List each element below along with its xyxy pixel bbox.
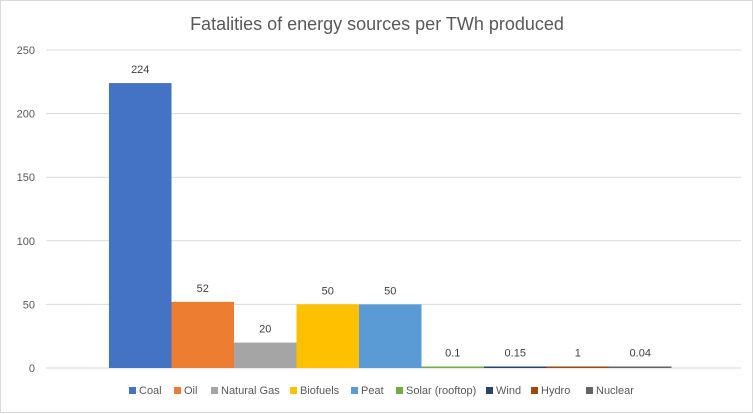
data-label: 1: [575, 348, 581, 360]
bar-coal: [109, 83, 172, 369]
y-tick-label: 250: [17, 45, 35, 57]
y-tick-label: 0: [29, 363, 35, 375]
legend-item: Wind: [486, 385, 521, 397]
bar-oil: [171, 301, 234, 368]
legend-label: Peat: [361, 385, 384, 397]
legend-item: Nuclear: [586, 385, 634, 397]
legend-label: Coal: [139, 385, 162, 397]
data-label: 0.04: [630, 348, 651, 360]
bar-nuclear: [609, 366, 672, 368]
legend-swatch: [174, 387, 181, 394]
data-label: 0.1: [445, 348, 460, 360]
legend-item: Coal: [129, 385, 162, 397]
y-tick-label: 200: [17, 109, 35, 121]
legend-swatch: [211, 387, 218, 394]
legend-label: Natural Gas: [221, 385, 280, 397]
y-tick-label: 100: [17, 236, 35, 248]
legend-swatch: [586, 387, 593, 394]
legend-swatch: [486, 387, 493, 394]
bar-hydro: [546, 366, 609, 368]
legend-swatch: [290, 387, 297, 394]
bar-biofuels: [296, 304, 359, 368]
data-label: 52: [197, 283, 209, 295]
bar-wind: [484, 366, 547, 368]
legend-swatch: [396, 387, 403, 394]
legend-label: Nuclear: [596, 385, 634, 397]
legend-label: Oil: [184, 385, 197, 397]
chart-title: Fatalities of energy sources per TWh pro…: [190, 14, 564, 34]
bar-peat: [359, 304, 422, 368]
data-labels: 224 52 20 50 50 0.1 0.15 1 0.04: [131, 64, 651, 359]
legend: Coal Oil Natural Gas Biofuels Peat Solar (roo…: [129, 385, 634, 397]
legend-item: Natural Gas: [211, 385, 280, 397]
legend-label: Biofuels: [300, 385, 340, 397]
bars: [109, 83, 672, 369]
data-label: 224: [131, 64, 149, 76]
data-label: 20: [259, 324, 271, 336]
data-label: 50: [384, 285, 396, 297]
y-axis: 0 50 100 150 200 250: [17, 45, 35, 375]
legend-item: Peat: [351, 385, 384, 397]
legend-item: Oil: [174, 385, 197, 397]
y-tick-label: 150: [17, 172, 35, 184]
legend-label: Hydro: [541, 385, 570, 397]
legend-label: Wind: [496, 385, 521, 397]
legend-item: Biofuels: [290, 385, 340, 397]
legend-item: Hydro: [531, 385, 570, 397]
bar-solar-rooftop: [421, 366, 484, 368]
data-label: 0.15: [505, 348, 526, 360]
legend-item: Solar (rooftop): [396, 385, 476, 397]
legend-swatch: [531, 387, 538, 394]
legend-swatch: [129, 387, 136, 394]
legend-swatch: [351, 387, 358, 394]
y-tick-label: 50: [23, 299, 35, 311]
data-label: 50: [322, 285, 334, 297]
legend-label: Solar (rooftop): [406, 385, 476, 397]
bar-natural-gas: [234, 342, 297, 368]
